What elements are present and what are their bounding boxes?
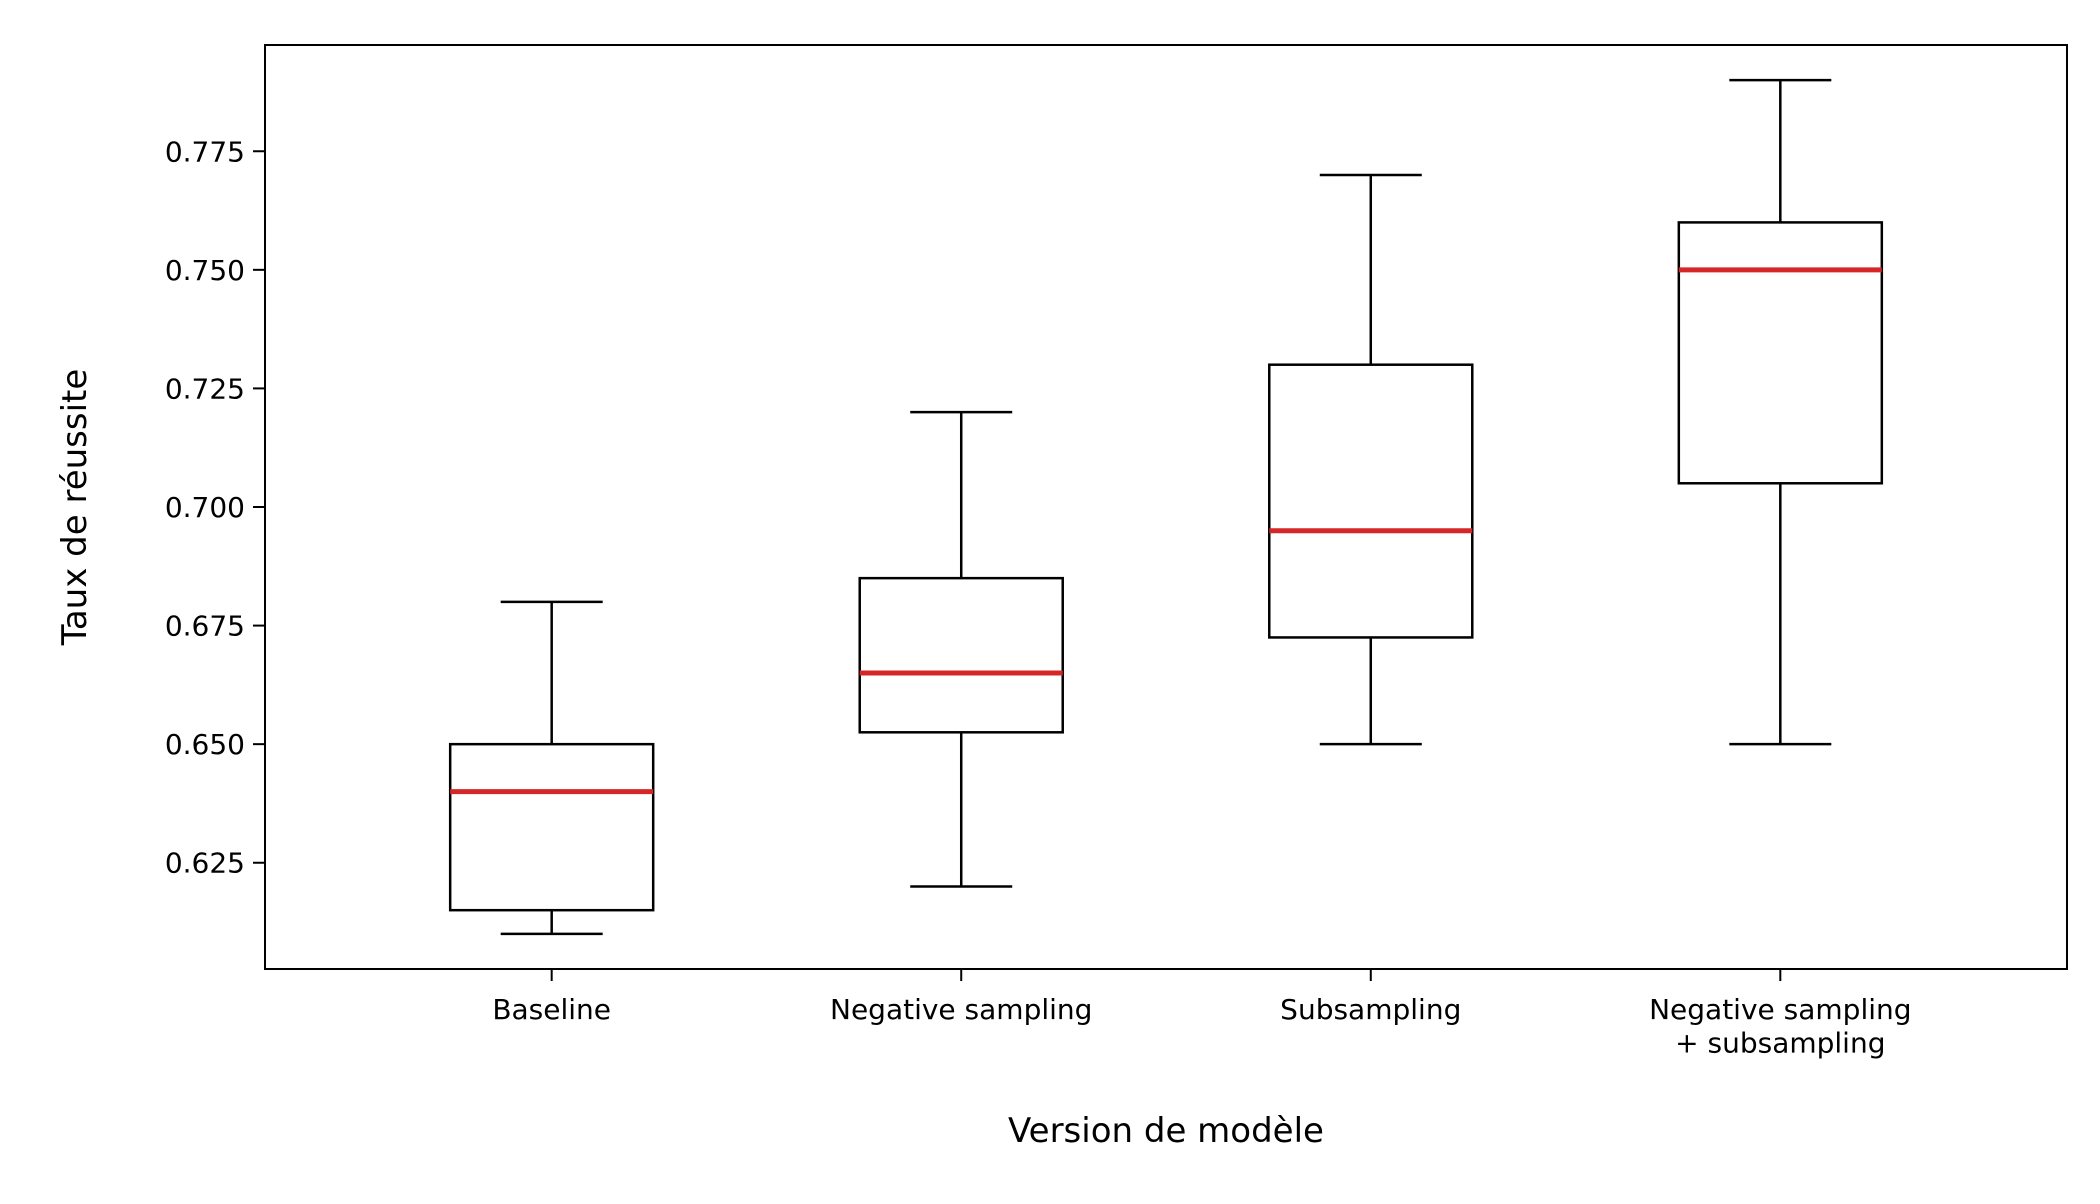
iqr-box: [448, 742, 655, 912]
axes-frame: [264, 44, 2068, 970]
y-tick-label: 0.700: [165, 491, 245, 524]
y-tick-label: 0.775: [165, 135, 245, 168]
x-axis-title: Version de modèle: [1008, 1111, 1324, 1151]
x-tick-label-line: Negative sampling: [1649, 993, 1911, 1026]
y-tick-label: 0.750: [165, 254, 245, 287]
box-2: [858, 410, 1064, 888]
x-tick-label-line: Negative sampling: [830, 993, 1092, 1026]
y-tick-label: 0.675: [165, 610, 245, 643]
x-tick-label: Baseline: [492, 993, 611, 1026]
iqr-box: [1268, 363, 1474, 639]
iqr-box: [1677, 221, 1884, 485]
x-axis-ticks: Baseline Negative sampling Subsampling Nega…: [492, 969, 1912, 1060]
box-3: [1268, 173, 1474, 746]
x-tick-label: Negative sampling: [830, 993, 1092, 1026]
y-axis-ticks: 0.625 0.650 0.675 0.700 0.725 0.750 0.775: [165, 135, 265, 880]
y-tick-label: 0.725: [165, 372, 245, 405]
iqr-box: [858, 576, 1064, 734]
x-tick-label-line: + subsampling: [1675, 1027, 1885, 1060]
box-4: [1677, 78, 1884, 746]
box-1: [448, 600, 655, 936]
y-axis-title: Taux de réussite: [55, 369, 95, 647]
y-tick-label: 0.650: [165, 728, 245, 761]
x-tick-label-line: Baseline: [492, 993, 611, 1026]
x-tick-label: Negative sampling + subsampling: [1649, 993, 1911, 1060]
y-tick-label: 0.625: [165, 847, 245, 880]
x-tick-label: Subsampling: [1280, 993, 1461, 1026]
plot-area: [448, 78, 1884, 936]
x-tick-label-line: Subsampling: [1280, 993, 1461, 1026]
